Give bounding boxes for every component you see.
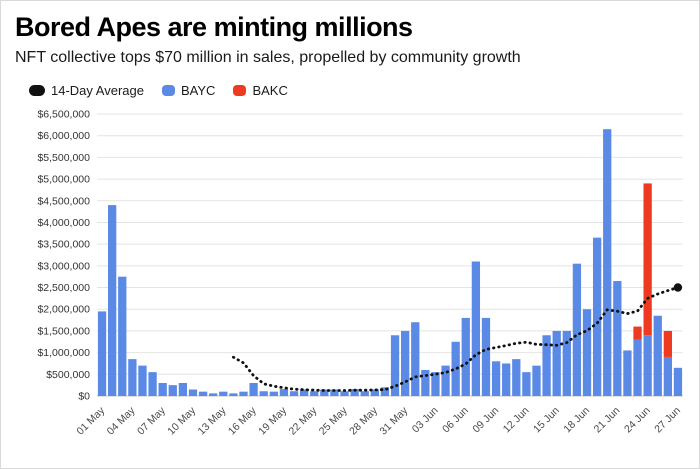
svg-text:04 May: 04 May [105, 404, 138, 437]
legend-item-bakc: BAKC [233, 83, 288, 99]
svg-text:15 Jun: 15 Jun [531, 405, 562, 436]
svg-text:31 May: 31 May [377, 404, 410, 437]
svg-text:$4,000,000: $4,000,000 [37, 217, 90, 229]
svg-text:$500,000: $500,000 [46, 369, 90, 381]
svg-text:$2,500,000: $2,500,000 [37, 282, 90, 294]
legend-item-bayc: BAYC [162, 83, 215, 98]
svg-text:09 Jun: 09 Jun [470, 405, 501, 436]
svg-text:$3,500,000: $3,500,000 [37, 239, 90, 251]
page-title: Bored Apes are minting millions [15, 12, 413, 42]
svg-text:$6,000,000: $6,000,000 [37, 131, 90, 143]
svg-text:13 May: 13 May [196, 404, 229, 437]
svg-text:19 May: 19 May [256, 404, 289, 437]
svg-text:22 May: 22 May [287, 404, 320, 437]
svg-text:07 May: 07 May [135, 404, 168, 437]
svg-text:$5,000,000: $5,000,000 [37, 174, 90, 186]
svg-text:06 Jun: 06 Jun [440, 405, 471, 436]
sales-bar-chart: $0 $500,000 $1,000,000 $1,500,000 $2,000,000… [37, 109, 683, 438]
chart-legend: 14-Day Average BAYC BAKC [29, 83, 691, 98]
svg-text:$4,500,000: $4,500,000 [37, 196, 90, 208]
svg-text:$3,000,000: $3,000,000 [37, 261, 90, 273]
svg-text:$1,000,000: $1,000,000 [37, 348, 90, 360]
legend-label: BAYC [181, 83, 216, 99]
legend-label: BAKC [252, 83, 288, 99]
legend-14-day-average-swatch-icon [29, 85, 45, 97]
legend-label: 14-Day Average [51, 83, 144, 99]
svg-text:$5,500,000: $5,500,000 [37, 152, 90, 164]
svg-text:18 Jun: 18 Jun [561, 405, 592, 436]
svg-text:25 May: 25 May [317, 404, 350, 437]
svg-text:$6,500,000: $6,500,000 [37, 109, 90, 121]
svg-text:01 May: 01 May [74, 404, 107, 437]
svg-text:24 Jun: 24 Jun [622, 405, 653, 436]
svg-text:21 Jun: 21 Jun [592, 405, 623, 436]
chart-subtitle: NFT collective tops $70 million in sales… [15, 49, 521, 67]
svg-text:28 May: 28 May [347, 404, 380, 437]
svg-text:16 May: 16 May [226, 404, 259, 437]
svg-text:$0: $0 [78, 391, 90, 403]
legend-item-14-day-average: 14-Day Average [29, 83, 144, 98]
svg-text:27 Jun: 27 Jun [652, 405, 683, 436]
svg-text:$2,000,000: $2,000,000 [37, 304, 90, 316]
svg-text:10 May: 10 May [165, 404, 198, 437]
svg-text:12 Jun: 12 Jun [501, 405, 532, 436]
svg-text:03 Jun: 03 Jun [410, 405, 441, 436]
svg-text:$1,500,000: $1,500,000 [37, 326, 90, 338]
legend-bayc-swatch-icon [162, 85, 175, 97]
legend-bakc-swatch-icon [233, 85, 247, 97]
